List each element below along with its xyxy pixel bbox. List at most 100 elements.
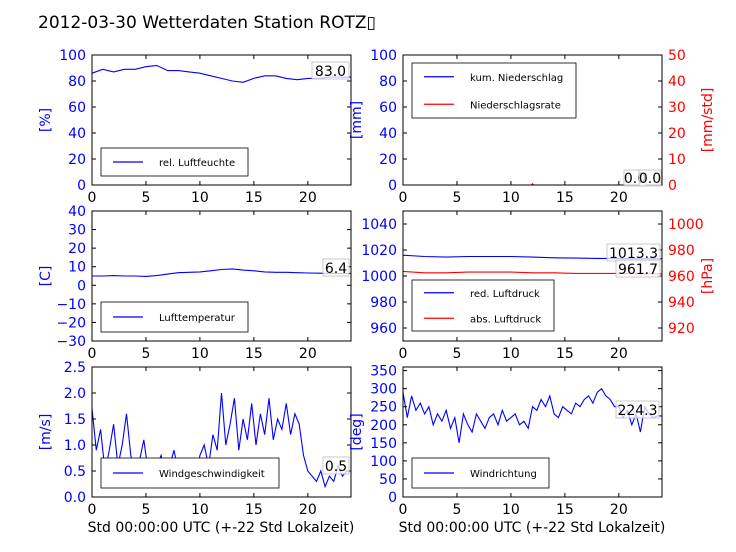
panel-precipitation: 0 5 10 15 20 0 20 40 60 80 100 0 10 20 30 40 50 [mm] [mm/s… — [349, 48, 716, 206]
legend-label: Lufttemperatur — [159, 313, 236, 324]
x-axis-label-right: Std 00:00:00 UTC (+-22 Std Lokalzeit) — [399, 520, 666, 536]
y-tick-label: 300 — [370, 382, 397, 398]
legend-label: kum. Niederschlag — [470, 73, 563, 84]
x-tick-label: 15 — [245, 190, 263, 206]
y-tick-label: 40 — [68, 126, 86, 142]
y-tick-label: 0.0 — [64, 490, 86, 506]
legend: Windgeschwindigkeit — [100, 457, 280, 489]
y2-axis-label: [mm/std] — [700, 88, 716, 153]
y-tick-label: 60 — [68, 100, 86, 116]
x-tick-label: 5 — [452, 346, 461, 362]
legend: kum. Niederschlag Niederschlagsrate — [411, 62, 577, 119]
y2-tick-label: 920 — [668, 321, 695, 337]
y-tick-label: 350 — [370, 364, 397, 380]
x-tick-label: 10 — [502, 502, 520, 518]
y2-tick-label: 1000 — [668, 217, 704, 233]
y-tick-label: 100 — [370, 48, 397, 64]
y-tick-label: 80 — [379, 74, 397, 90]
x-tick-label: 10 — [191, 346, 209, 362]
value-tag: 6.4 — [325, 261, 347, 277]
y2-tick-label: 50 — [668, 48, 686, 64]
x-tick-label: 10 — [502, 190, 520, 206]
y-tick-label: −20 — [56, 315, 86, 331]
x-tick-label: 5 — [452, 190, 461, 206]
value-tag: 0.5 — [325, 459, 347, 475]
y-tick-label: −30 — [56, 334, 86, 350]
value-tag: 1013.3 — [609, 246, 658, 262]
value-tag: 961.7 — [618, 262, 658, 278]
y-tick-label: 1.5 — [64, 412, 86, 428]
plot-frame — [91, 210, 352, 342]
series-line-0 — [92, 268, 351, 277]
x-tick-label: 5 — [141, 502, 150, 518]
legend: rel. Luftfeuchte — [100, 147, 249, 177]
panel-pressure: 0 5 10 15 20 960 980 1000 1020 1040 920 940 960 980 10… — [361, 210, 716, 362]
plot-frame — [402, 366, 663, 498]
y-tick-label: 40 — [68, 204, 86, 220]
plot-frame — [402, 54, 663, 186]
legend-label: abs. Luftdruck — [470, 314, 541, 325]
y-tick-label: 960 — [370, 321, 397, 337]
x-tick-label: 0 — [88, 346, 97, 362]
y2-tick-label: 20 — [668, 126, 686, 142]
y-tick-label: 2.0 — [64, 386, 86, 402]
value-tag-box — [322, 258, 350, 277]
x-tick-label: 10 — [191, 502, 209, 518]
legend: red. Luftdruck abs. Luftdruck — [411, 279, 555, 332]
y-tick-label: 100 — [59, 48, 86, 64]
y-tick-label: −10 — [56, 297, 86, 313]
y-tick-label: 20 — [68, 241, 86, 257]
y2-tick-label: 30 — [668, 100, 686, 116]
x-tick-label: 20 — [299, 346, 317, 362]
panel-humidity: 0 5 10 15 20 0 20 40 60 80 100 [%] rel. Luftfeuchte 8… — [38, 48, 352, 206]
x-tick-label: 5 — [452, 502, 461, 518]
value-tag-box — [615, 400, 660, 419]
value-tag-box — [638, 169, 662, 187]
x-tick-label: 10 — [502, 346, 520, 362]
y-tick-label: 30 — [68, 223, 86, 239]
y-tick-label: 50 — [379, 472, 397, 488]
panel-wind_direction: 0 5 10 15 20050100150200250300350[deg]Windri… — [349, 364, 663, 518]
y-tick-label: 0.5 — [64, 464, 86, 480]
y2-tick-label: 10 — [668, 152, 686, 168]
y-tick-label: 20 — [379, 152, 397, 168]
y-tick-label: 80 — [68, 74, 86, 90]
panel-temperature: 0 5 10 15 20 −30 −20 −10 0 10 20 30 40 [C] Lufttempera… — [38, 204, 352, 362]
value-tag: 0.0 — [639, 171, 661, 187]
x-tick-label: 0 — [88, 502, 97, 518]
y-tick-label: 0 — [77, 178, 86, 194]
y-tick-label: 0 — [388, 490, 397, 506]
x-tick-label: 20 — [299, 502, 317, 518]
plot-frame — [91, 54, 352, 186]
legend: Lufttemperatur — [100, 301, 249, 333]
y-tick-label: 60 — [379, 100, 397, 116]
x-tick-label: 15 — [245, 502, 263, 518]
y-tick-label: 40 — [379, 126, 397, 142]
value-tag: 83.0 — [315, 64, 346, 80]
y-tick-label: 10 — [68, 260, 86, 276]
y-axis-label: [%] — [38, 108, 54, 132]
legend-label: Niederschlagsrate — [470, 100, 561, 111]
value-tag-box — [322, 456, 350, 475]
y-axis-label: [m/s] — [38, 414, 54, 451]
legend-label: Windgeschwindigkeit — [159, 469, 265, 480]
x-axis-label-left: Std 00:00:00 UTC (+-22 Std Lokalzeit) — [88, 520, 355, 536]
value-tag-box — [311, 61, 350, 80]
y2-tick-label: 0 — [668, 178, 677, 194]
value-tag-box — [615, 259, 661, 278]
y2-tick-label: 940 — [668, 295, 695, 311]
series-line-0 — [91, 64, 351, 83]
panel-wind_speed: 0 5 10 15 20 0.0 0.5 1.0 1.5 2.0 2.5 [m/s] Windgesch… — [38, 360, 352, 518]
value-tag: 224.3 — [617, 403, 657, 419]
y-tick-label: 200 — [370, 418, 397, 434]
x-tick-label: 0 — [399, 502, 408, 518]
legend-label: Windrichtung — [470, 469, 537, 480]
legend-box — [100, 301, 249, 333]
y-tick-label: 150 — [370, 436, 397, 452]
x-tick-label: 15 — [556, 190, 574, 206]
plot-frame — [91, 366, 352, 498]
x-tick-label: 0 — [399, 190, 408, 206]
x-tick-label: 0 — [88, 190, 97, 206]
y-tick-label: 1040 — [361, 217, 397, 233]
x-tick-label: 20 — [299, 190, 317, 206]
